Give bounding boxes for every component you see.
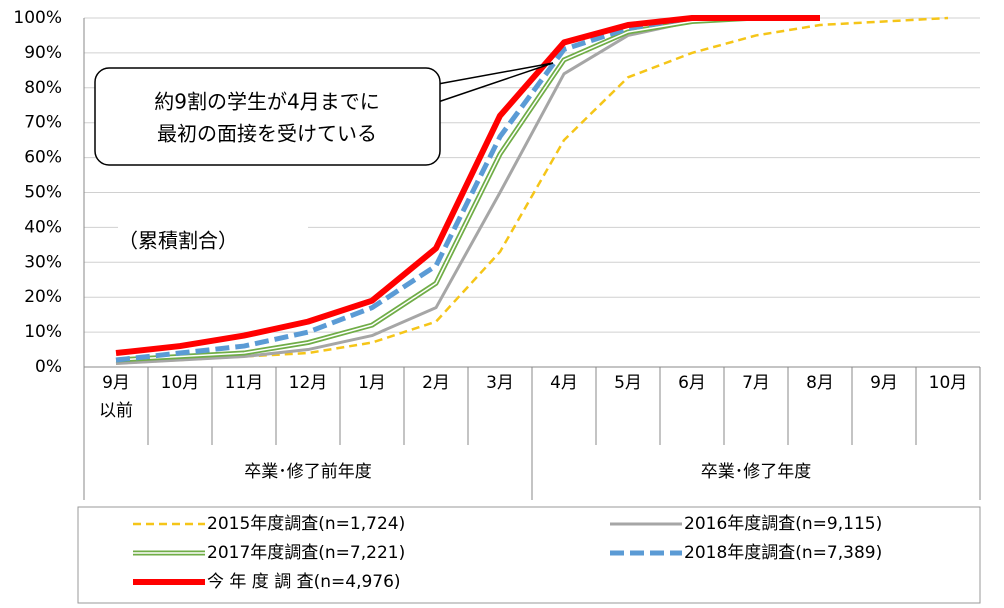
series-line [115, 15, 820, 363]
callout-pointer [437, 62, 554, 103]
y-tick-label: 50% [24, 183, 62, 203]
y-tick-label: 70% [24, 113, 62, 133]
x-tick-label: 4月 [550, 373, 578, 393]
annotation: 最初の面接を受けている [157, 122, 377, 146]
x-tick-label: 10月 [929, 373, 968, 393]
x-tick-label: 10月 [161, 373, 200, 393]
group-label: 卒業･修了年度 [701, 462, 812, 482]
series-line [115, 15, 820, 357]
y-tick-label: 80% [24, 78, 62, 98]
x-tick-label: 1月 [358, 373, 386, 393]
legend-label: 2016年度調査(n=9,115) [684, 514, 882, 534]
legend-label: 今 年 度 調 査(n=4,976) [207, 572, 401, 592]
y-tick-label: 40% [24, 217, 62, 237]
x-tick-label: 9月 [870, 373, 898, 393]
series-line [115, 16, 949, 365]
y-tick-label: 20% [24, 287, 62, 307]
annotation: 約9割の学生が4月までに [154, 90, 379, 114]
y-tick-label: 60% [24, 148, 62, 168]
legend-box [77, 506, 981, 604]
callout-box [94, 67, 441, 166]
x-tick-label: 8月 [806, 373, 834, 393]
group-label: 卒業･修了前年度 [244, 462, 372, 482]
y-tick-label: 30% [24, 252, 62, 272]
y-tick-label: 100% [13, 8, 62, 28]
y-axis-label: （累積割合） [118, 229, 238, 253]
x-tick-label: 12月 [289, 373, 328, 393]
x-tick-label: 6月 [678, 373, 706, 393]
x-tick-label: 3月 [486, 373, 514, 393]
x-tick-label: 5月 [614, 373, 642, 393]
legend-label: 2015年度調査(n=1,724) [207, 514, 405, 534]
legend-label: 2018年度調査(n=7,389) [684, 543, 882, 563]
x-tick-label: 9月以前 [99, 373, 133, 421]
y-tick-label: 10% [24, 322, 62, 342]
x-tick-label: 7月 [742, 373, 770, 393]
x-tick-label: 11月 [225, 373, 264, 393]
legend-label: 2017年度調査(n=7,221) [207, 543, 405, 563]
y-tick-label: 90% [24, 43, 62, 63]
y-label-bg [118, 225, 308, 259]
x-tick-label: 2月 [422, 373, 450, 393]
y-tick-label: 0% [35, 357, 62, 377]
